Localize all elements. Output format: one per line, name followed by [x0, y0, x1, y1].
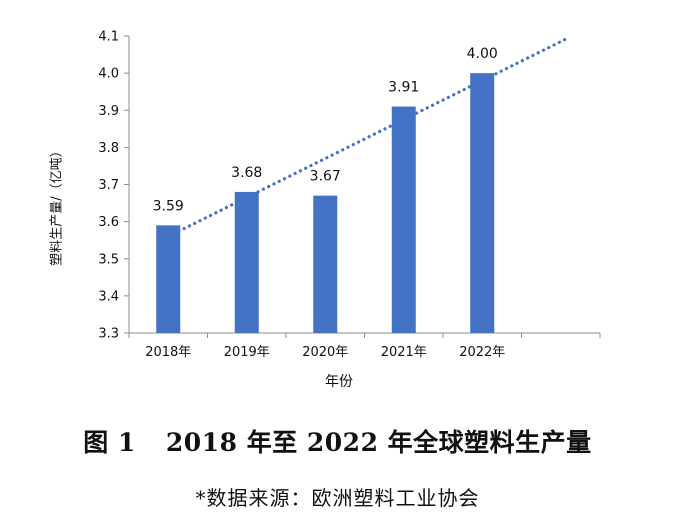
figure-title: 2018 年至 2022 年全球塑料生产量 — [165, 428, 592, 457]
data-label: 3.59 — [153, 198, 184, 214]
x-tick-label: 2019年 — [224, 345, 270, 360]
y-tick-label: 3.3 — [98, 327, 119, 342]
figure-caption: 图 1 2018 年至 2022 年全球塑料生产量 — [0, 423, 675, 459]
y-tick-label: 3.8 — [98, 141, 119, 156]
x-tick-label: 2022年 — [459, 345, 505, 360]
bar-2021年 — [391, 106, 416, 333]
bar-2019年 — [234, 191, 259, 333]
bar-chart: 3.3 3.4 3.5 3.6 3.7 3.8 3.9 4.0 4.1 3.59 2018年 3.68… — [98, 30, 601, 360]
bar-2020年 — [313, 195, 338, 333]
x-tick-label: 2018年 — [145, 345, 191, 360]
x-axis-title: 年份 — [325, 374, 353, 390]
figure-number: 图 1 — [83, 428, 136, 457]
bar-2022年 — [470, 73, 495, 333]
trendline — [166, 36, 571, 239]
data-label: 4.00 — [467, 46, 498, 62]
figure-source: *数据来源：欧洲塑料工业协会 — [195, 486, 480, 510]
y-tick-label: 4.1 — [98, 30, 119, 45]
data-label: 3.68 — [231, 165, 262, 181]
y-tick-label: 3.4 — [98, 289, 119, 304]
x-tick-label: 2020年 — [302, 345, 348, 360]
data-label: 3.67 — [310, 169, 341, 185]
y-tick-label: 3.7 — [98, 178, 119, 193]
y-tick-label: 4.0 — [98, 67, 119, 82]
y-tick-label: 3.6 — [98, 215, 119, 230]
bar-2018年 — [156, 225, 181, 333]
x-tick-label: 2021年 — [381, 345, 427, 360]
y-tick-label: 3.5 — [98, 252, 119, 267]
y-tick-label: 3.9 — [98, 104, 119, 119]
y-axis-title: 塑料生产量/（亿吨） — [49, 144, 65, 266]
data-label: 3.91 — [388, 80, 419, 96]
